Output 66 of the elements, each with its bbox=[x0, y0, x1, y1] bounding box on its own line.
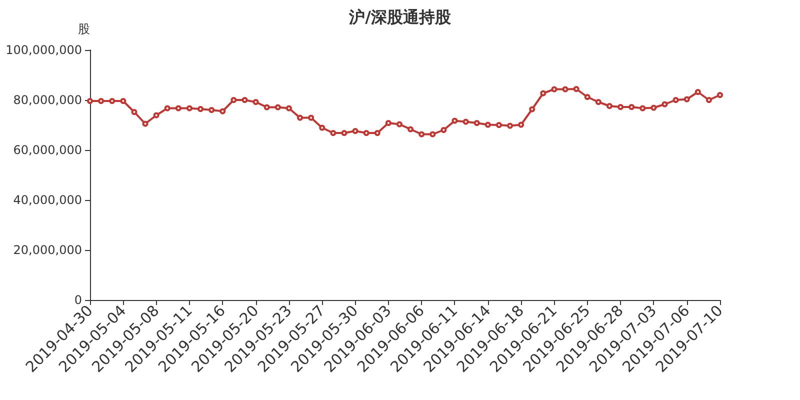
point bbox=[694, 89, 701, 95]
point bbox=[717, 92, 723, 98]
point bbox=[208, 107, 215, 113]
point bbox=[684, 96, 690, 102]
y-tick-label: 80,000,000 bbox=[13, 93, 82, 107]
point bbox=[363, 130, 370, 136]
point bbox=[595, 99, 602, 105]
point bbox=[418, 131, 425, 138]
point bbox=[396, 121, 402, 128]
point bbox=[618, 104, 624, 110]
point bbox=[628, 104, 635, 110]
point bbox=[650, 104, 657, 111]
point bbox=[529, 106, 536, 112]
point bbox=[87, 98, 93, 104]
y-tick-label: 40,000,000 bbox=[13, 193, 82, 207]
point bbox=[297, 114, 303, 121]
point bbox=[408, 126, 414, 132]
point bbox=[131, 109, 138, 115]
point bbox=[640, 105, 646, 112]
point bbox=[584, 94, 590, 100]
point bbox=[286, 105, 292, 112]
point bbox=[573, 86, 580, 92]
point bbox=[186, 105, 192, 112]
y-tick-label: 20,000,000 bbox=[13, 243, 82, 257]
point bbox=[484, 122, 491, 128]
chart-title: 沪/深股通持股 bbox=[348, 8, 452, 26]
point bbox=[341, 130, 348, 136]
point bbox=[352, 128, 358, 134]
y-tick-label: 100,000,000 bbox=[6, 43, 82, 57]
point bbox=[164, 105, 170, 112]
point bbox=[374, 130, 380, 136]
point bbox=[507, 122, 513, 129]
point bbox=[120, 98, 126, 104]
point bbox=[474, 120, 480, 126]
point bbox=[672, 97, 679, 103]
y-axis-title: 股 bbox=[78, 22, 90, 36]
point bbox=[274, 104, 281, 110]
point bbox=[551, 86, 558, 92]
point bbox=[98, 98, 104, 104]
point bbox=[540, 90, 546, 96]
point bbox=[440, 127, 447, 133]
point bbox=[706, 97, 712, 103]
point bbox=[385, 120, 392, 126]
point bbox=[109, 98, 116, 104]
point bbox=[662, 101, 668, 108]
point bbox=[198, 106, 204, 112]
point bbox=[330, 130, 336, 136]
point bbox=[175, 105, 182, 112]
y-tick-label: 0 bbox=[74, 293, 82, 307]
point bbox=[518, 122, 524, 128]
point bbox=[462, 118, 469, 125]
point bbox=[606, 103, 612, 109]
point bbox=[153, 112, 160, 118]
point bbox=[496, 122, 502, 128]
point bbox=[264, 104, 270, 110]
point bbox=[220, 108, 226, 114]
point bbox=[242, 97, 248, 103]
point bbox=[308, 114, 314, 121]
point bbox=[230, 97, 237, 103]
point bbox=[562, 86, 568, 92]
y-tick-label: 60,000,000 bbox=[13, 143, 82, 157]
point bbox=[319, 124, 326, 131]
point bbox=[430, 131, 436, 138]
point bbox=[252, 99, 259, 105]
point bbox=[452, 118, 458, 124]
point bbox=[142, 120, 148, 127]
